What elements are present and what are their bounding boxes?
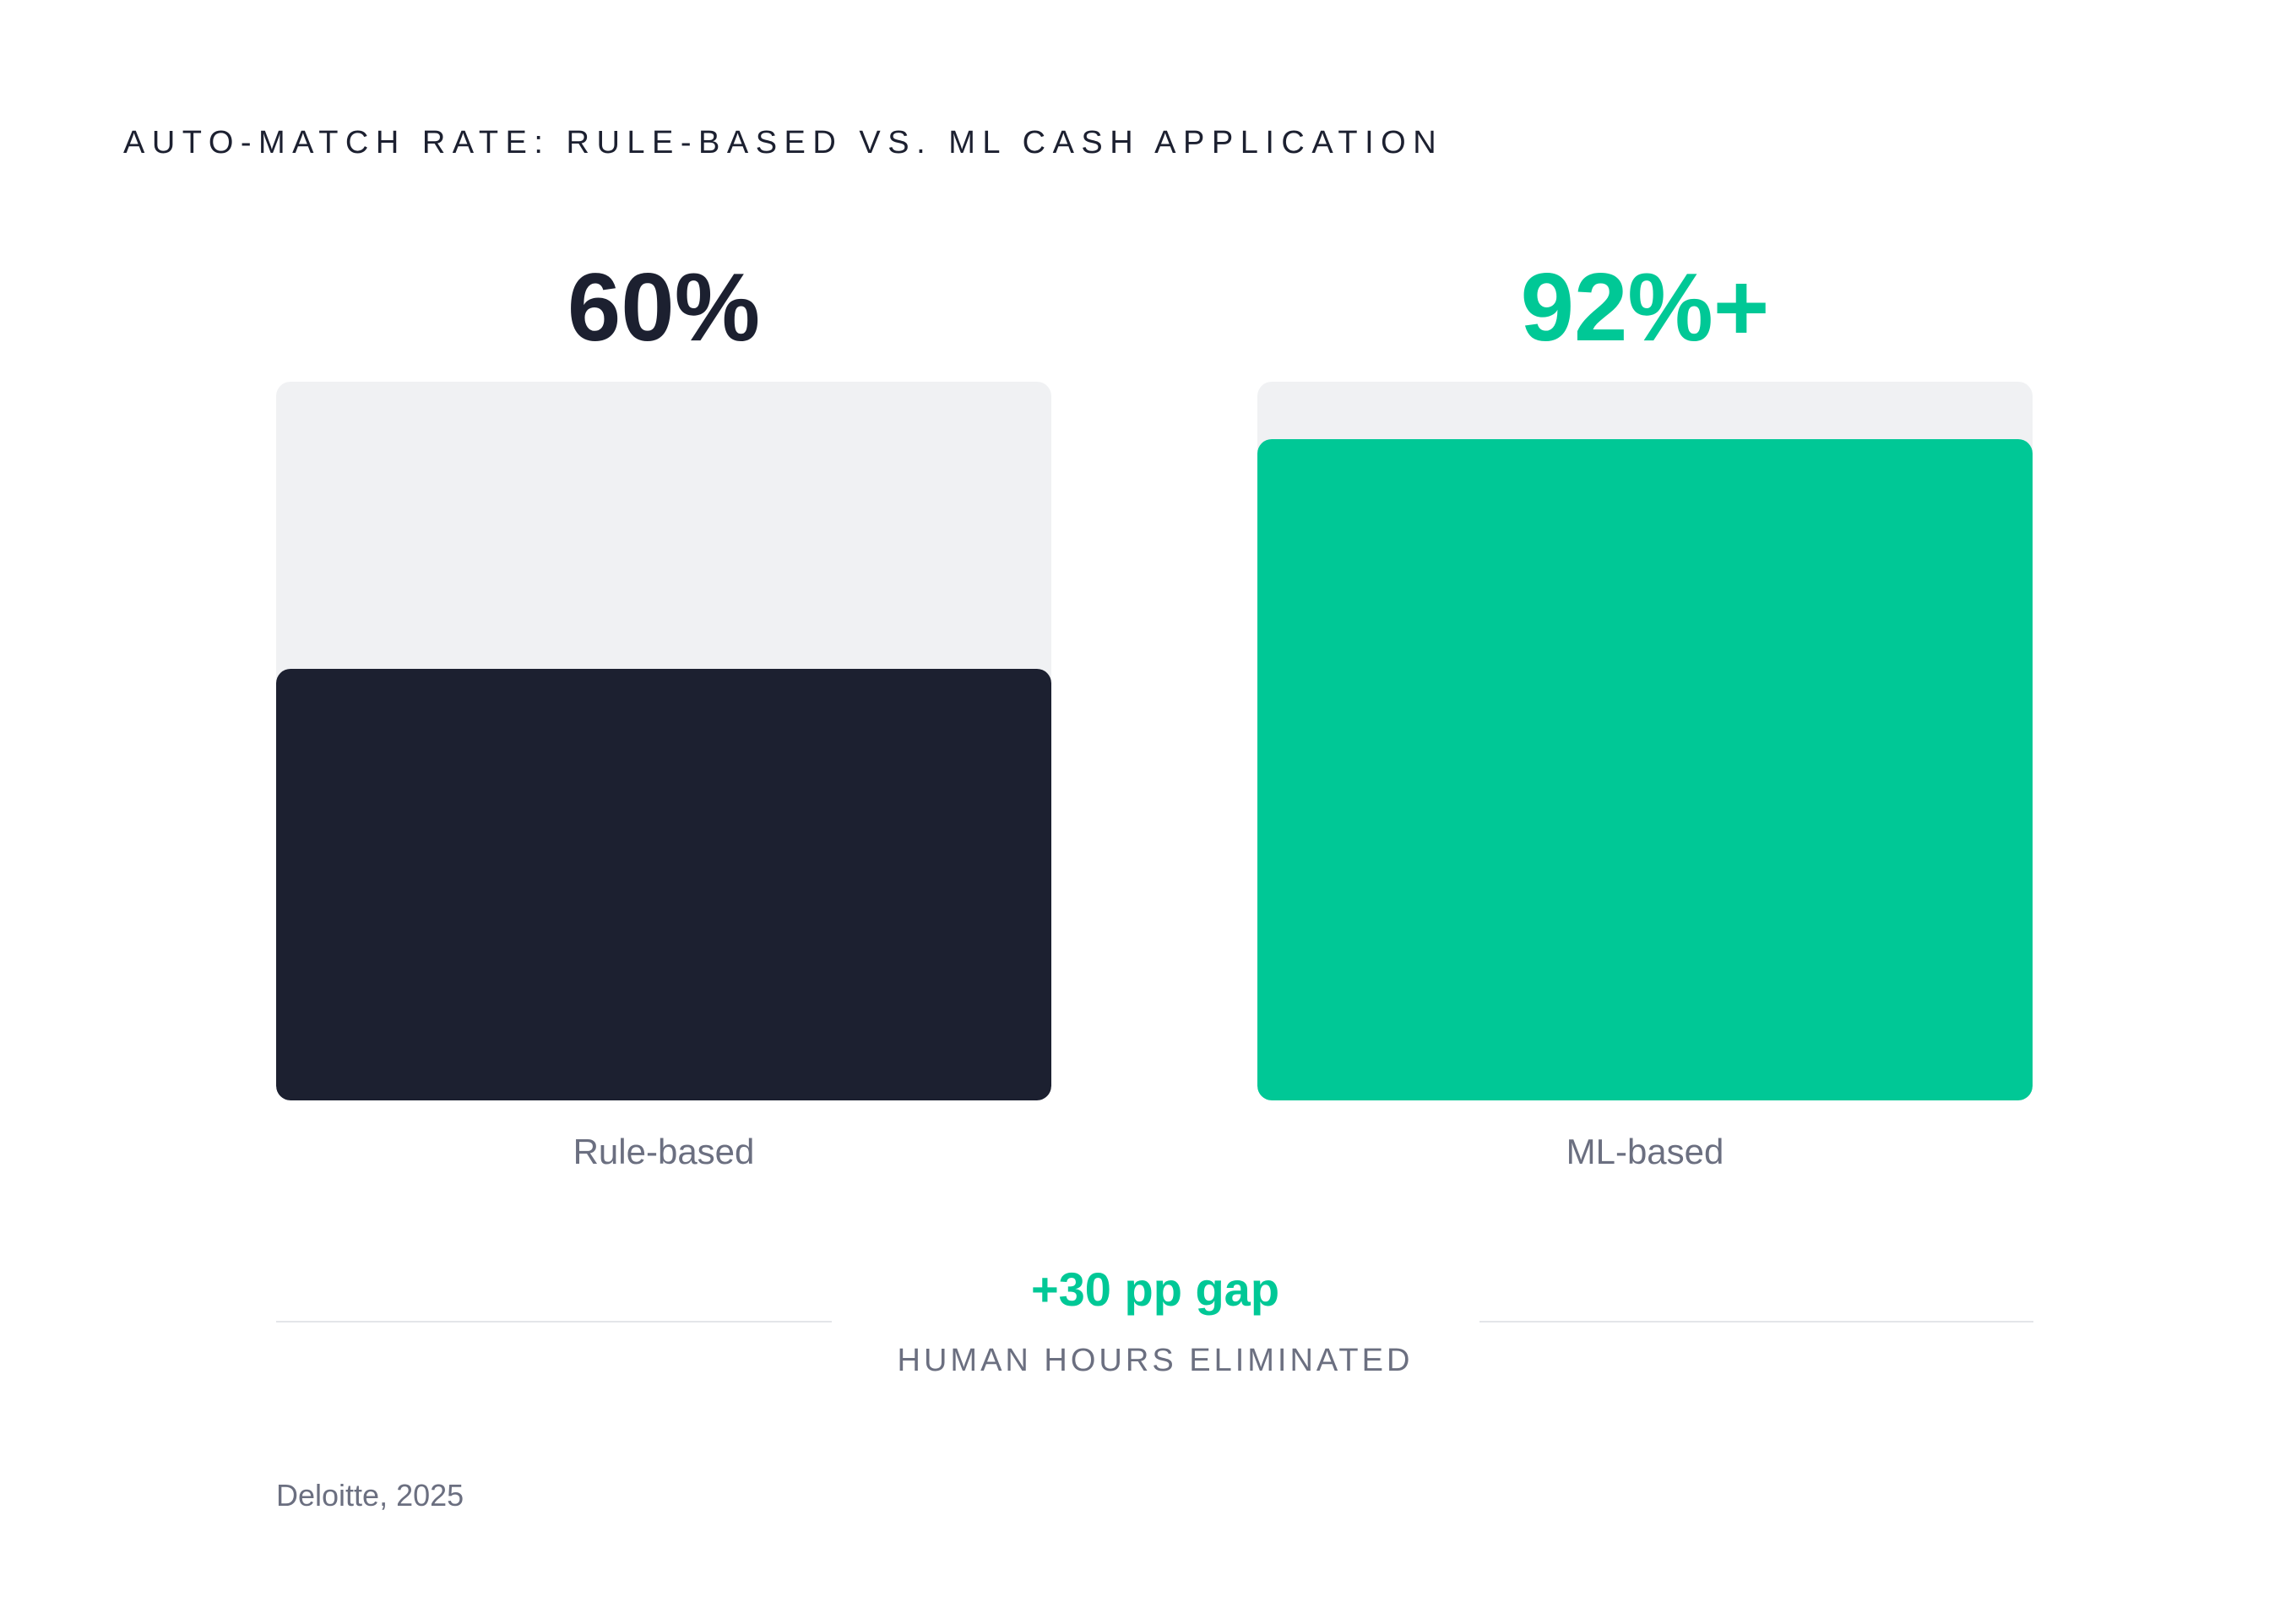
category-label-rule-based: Rule-based	[573, 1132, 755, 1171]
chart-title: AUTO-MATCH RATE: RULE-BASED VS. ML CASH …	[123, 125, 1444, 160]
gap-divider-right	[1479, 1321, 2033, 1323]
bar-ml-based	[1257, 439, 2033, 1100]
bar-track-ml-based	[1257, 382, 2033, 1100]
gap-annotation-value: +30 pp gap	[1030, 1263, 1280, 1316]
category-label-ml-based: ML-based	[1566, 1132, 1724, 1171]
bar-value-label-rule-based: 60%	[567, 254, 761, 361]
gap-divider-left	[276, 1321, 832, 1323]
source-note: Deloitte, 2025	[276, 1478, 464, 1513]
bar-track-rule-based	[276, 382, 1051, 1100]
gap-annotation-caption: HUMAN HOURS ELIMINATED	[897, 1343, 1414, 1378]
bar-value-label-ml-based: 92%+	[1520, 254, 1770, 361]
bar-rule-based	[276, 669, 1051, 1100]
